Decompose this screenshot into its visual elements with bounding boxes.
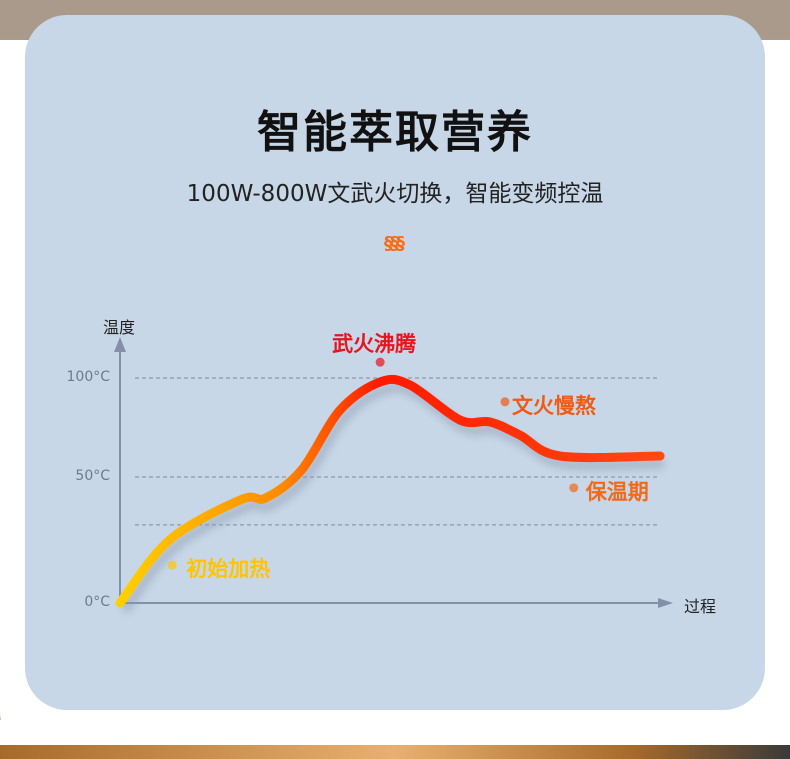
annotation-label: 文火慢熬 xyxy=(512,393,596,418)
y-axis-arrow xyxy=(114,337,126,352)
annotation-dot xyxy=(167,560,177,570)
annotation-dot xyxy=(500,397,510,407)
y-tick-label: 100°C xyxy=(66,369,111,385)
page-title: 智能萃取营养 xyxy=(257,107,533,158)
annotation-dot xyxy=(375,357,385,367)
feature-card xyxy=(25,15,765,710)
annotation-label: 保温期 xyxy=(585,479,649,504)
bottom-photo-strip xyxy=(0,745,790,759)
x-axis-label: 过程 xyxy=(684,597,717,616)
annotation-label: 初始加热 xyxy=(186,557,271,582)
steam-icon: §§§ xyxy=(384,233,405,254)
y-axis-label: 温度 xyxy=(103,318,136,337)
annotation-dot xyxy=(569,483,579,493)
y-tick-label: 50°C xyxy=(75,468,110,484)
temperature-curve xyxy=(115,374,665,608)
x-axis-arrow xyxy=(658,598,673,608)
annotation-label: 武火沸腾 xyxy=(332,332,417,357)
page-subtitle: 100W-800W文武火切换，智能变频控温 xyxy=(186,181,604,207)
y-tick-label: 0°C xyxy=(84,594,110,610)
